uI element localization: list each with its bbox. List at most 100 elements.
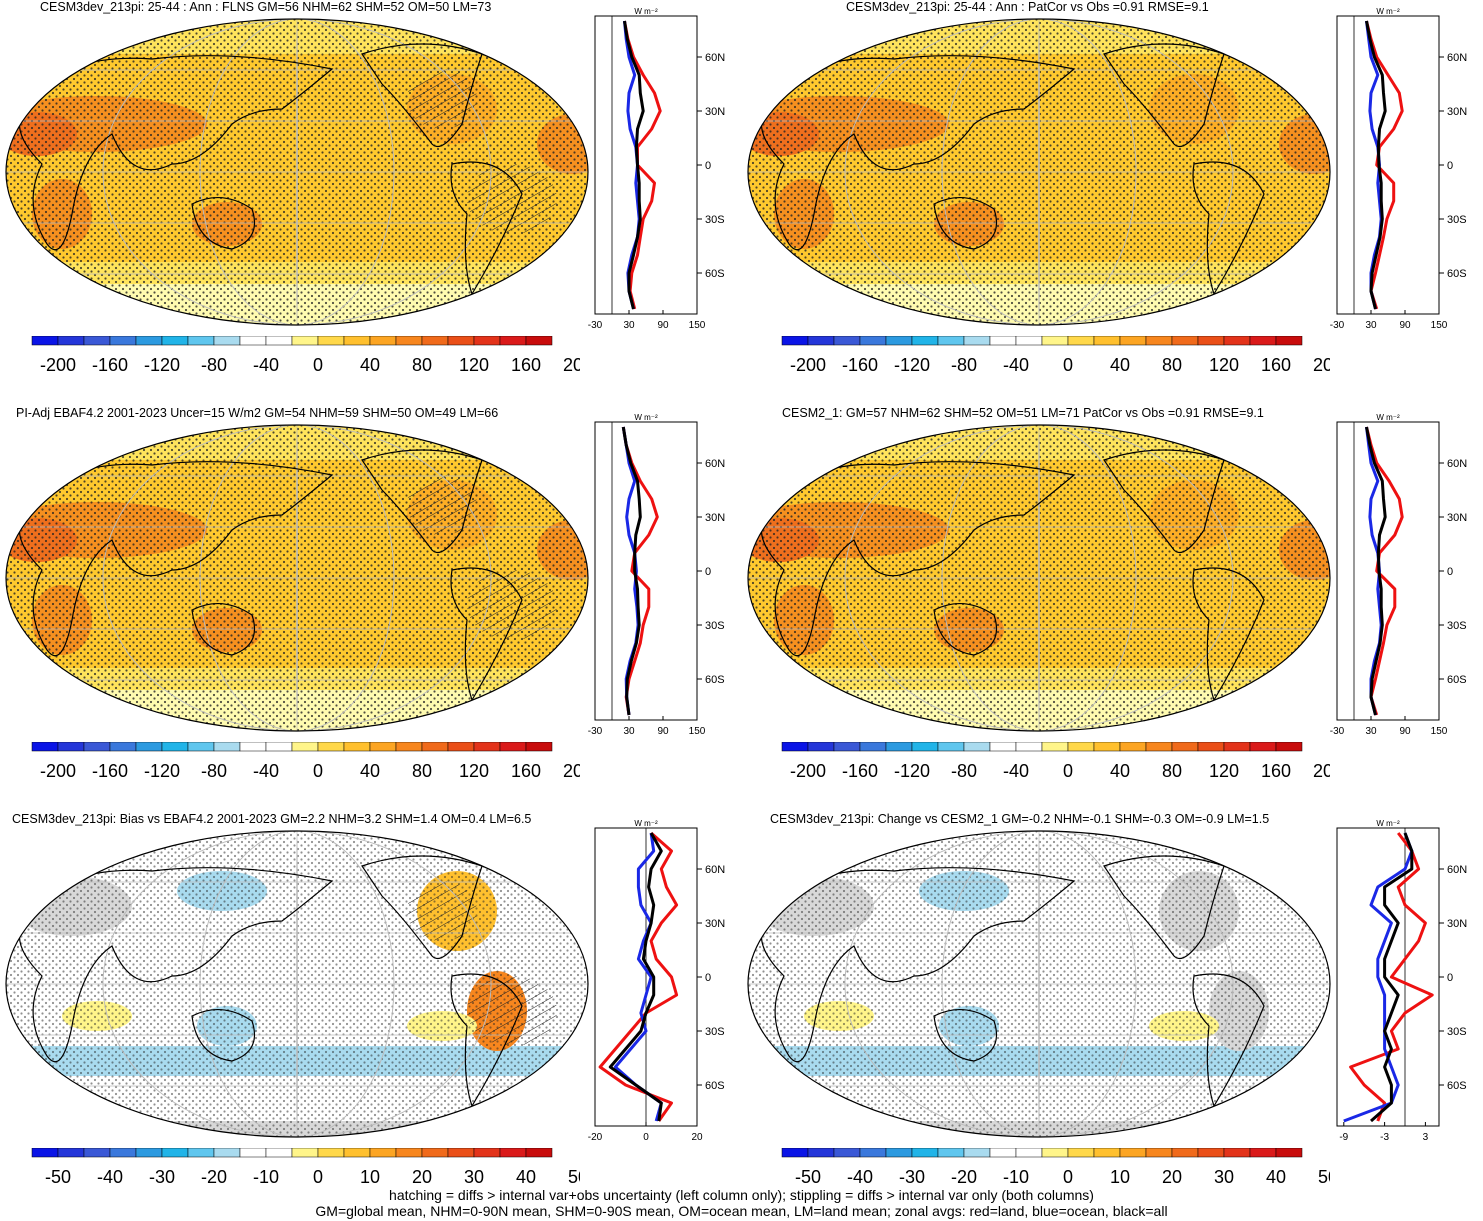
lat-tick-label: 60N (1447, 458, 1467, 470)
colorbar-tick-label: -120 (144, 761, 180, 781)
lat-tick-label: 60S (1447, 1080, 1467, 1092)
zonal-series-all (608, 832, 663, 1122)
zonal-series-land (621, 426, 659, 716)
zonal-series-land (1365, 426, 1404, 716)
colorbar-swatch (499, 336, 527, 346)
panel-title: PI-Adj EBAF4.2 2001-2023 Uncer=15 W/m2 G… (16, 406, 499, 420)
colorbar-swatch (1041, 336, 1069, 346)
colorbar-tick-label: 200 (1313, 761, 1330, 781)
colorbar-swatch (963, 742, 991, 752)
zonal-series-all (621, 426, 642, 716)
lat-tick-label: 30N (705, 106, 725, 118)
colorbar-tick-label: 40 (1110, 355, 1130, 375)
colorbar-swatch (187, 1148, 215, 1158)
colorbar-swatch (343, 336, 371, 346)
x-tick-label: 150 (689, 320, 706, 331)
world-map (747, 18, 1331, 326)
colorbar: -200 -160 -120 -80 -40 0 40 80 120 160 200 (31, 336, 580, 375)
colorbar-swatch (161, 742, 189, 752)
colorbar-tick-label: 0 (1063, 761, 1073, 781)
colorbar: -50 -40 -30 -20 -10 0 10 20 30 40 50 (781, 1148, 1330, 1187)
colorbar-swatch (369, 1148, 397, 1158)
colorbar-tick-label: -80 (951, 761, 977, 781)
colorbar-tick-label: -40 (253, 761, 279, 781)
colorbar-swatch (807, 336, 835, 346)
colorbar-swatch (1093, 1148, 1121, 1158)
colorbar-tick-label: -160 (842, 761, 878, 781)
colorbar-tick-label: -40 (253, 355, 279, 375)
colorbar-tick-label: -40 (1003, 355, 1029, 375)
colorbar-swatch (265, 742, 293, 752)
colorbar-swatch (161, 336, 189, 346)
colorbar-tick-label: 30 (1214, 1167, 1234, 1187)
zonal-series-all (1365, 20, 1387, 310)
colorbar-swatch (1223, 1148, 1251, 1158)
world-map (5, 18, 589, 326)
colorbar-swatch (989, 742, 1017, 752)
colorbar-tick-label: -80 (951, 355, 977, 375)
colorbar-tick-label: 50 (1318, 1167, 1330, 1187)
x-tick-label: 30 (623, 726, 635, 737)
colorbar-swatch (1275, 1148, 1303, 1158)
colorbar-tick-label: 200 (563, 761, 580, 781)
lat-tick-label: 30N (705, 918, 725, 930)
zonal-mean-plot: W m⁻² 60N 30N 0 30S 60S -20 0 20 (588, 819, 725, 1143)
colorbar-tick-label: -40 (97, 1167, 123, 1187)
colorbar-tick-label: 120 (1209, 355, 1239, 375)
colorbar-tick-label: -20 (951, 1167, 977, 1187)
colorbar-swatch (1067, 1148, 1095, 1158)
x-tick-label: 3 (1423, 1132, 1429, 1143)
colorbar-swatch (447, 1148, 475, 1158)
colorbar-swatch (31, 336, 59, 346)
colorbar-swatch (369, 336, 397, 346)
colorbar-swatch (1093, 742, 1121, 752)
colorbar-swatch (317, 1148, 345, 1158)
world-map (5, 424, 589, 732)
colorbar-swatch (1145, 1148, 1173, 1158)
colorbar-swatch (109, 742, 137, 752)
colorbar-swatch (807, 742, 835, 752)
colorbar-swatch (1015, 1148, 1043, 1158)
colorbar-swatch (239, 1148, 267, 1158)
colorbar-tick-label: 0 (313, 1167, 323, 1187)
lat-tick-label: 30S (705, 1026, 725, 1038)
colorbar-swatch (1145, 336, 1173, 346)
colorbar-swatch (833, 1148, 861, 1158)
zonal-units-label: W m⁻² (1376, 413, 1400, 422)
colorbar-tick-label: -20 (201, 1167, 227, 1187)
lat-tick-label: 0 (705, 160, 711, 172)
colorbar: -200 -160 -120 -80 -40 0 40 80 120 160 200 (781, 336, 1330, 375)
lat-tick-label: 60N (1447, 864, 1467, 876)
colorbar-tick-label: -50 (45, 1167, 71, 1187)
lat-tick-label: 60S (705, 268, 725, 280)
colorbar-swatch (83, 742, 111, 752)
colorbar-swatch (525, 742, 553, 752)
colorbar-swatch (421, 336, 449, 346)
panel-title: CESM2_1: GM=57 NHM=62 SHM=52 OM=51 LM=71… (782, 406, 1264, 420)
colorbar-tick-label: 40 (360, 761, 380, 781)
colorbar-swatch (1197, 742, 1225, 752)
zonal-units-label: W m⁻² (634, 7, 658, 16)
colorbar-swatch (911, 336, 939, 346)
colorbar-swatch (265, 1148, 293, 1158)
panel-flns-patcor: CESM3dev_213pi: 25-44 : Ann : PatCor vs … (742, 0, 1482, 405)
colorbar-swatch (343, 1148, 371, 1158)
colorbar-swatch (525, 1148, 553, 1158)
colorbar-swatch (1041, 742, 1069, 752)
panel-cesm2: CESM2_1: GM=57 NHM=62 SHM=52 OM=51 LM=71… (742, 406, 1482, 811)
colorbar-swatch (265, 336, 293, 346)
colorbar-tick-label: 10 (360, 1167, 380, 1187)
x-tick-label: 90 (1399, 320, 1411, 331)
colorbar-tick-label: 120 (459, 761, 489, 781)
colorbar-swatch (161, 1148, 189, 1158)
colorbar-tick-label: -160 (92, 761, 128, 781)
colorbar-swatch (213, 742, 241, 752)
colorbar-tick-label: -200 (790, 355, 826, 375)
colorbar-swatch (499, 1148, 527, 1158)
colorbar-tick-label: 160 (511, 761, 541, 781)
colorbar-tick-label: -40 (1003, 761, 1029, 781)
colorbar-swatch (473, 336, 501, 346)
zonal-series-all (1370, 832, 1414, 1123)
colorbar-tick-label: 30 (464, 1167, 484, 1187)
lat-tick-label: 60S (1447, 268, 1467, 280)
